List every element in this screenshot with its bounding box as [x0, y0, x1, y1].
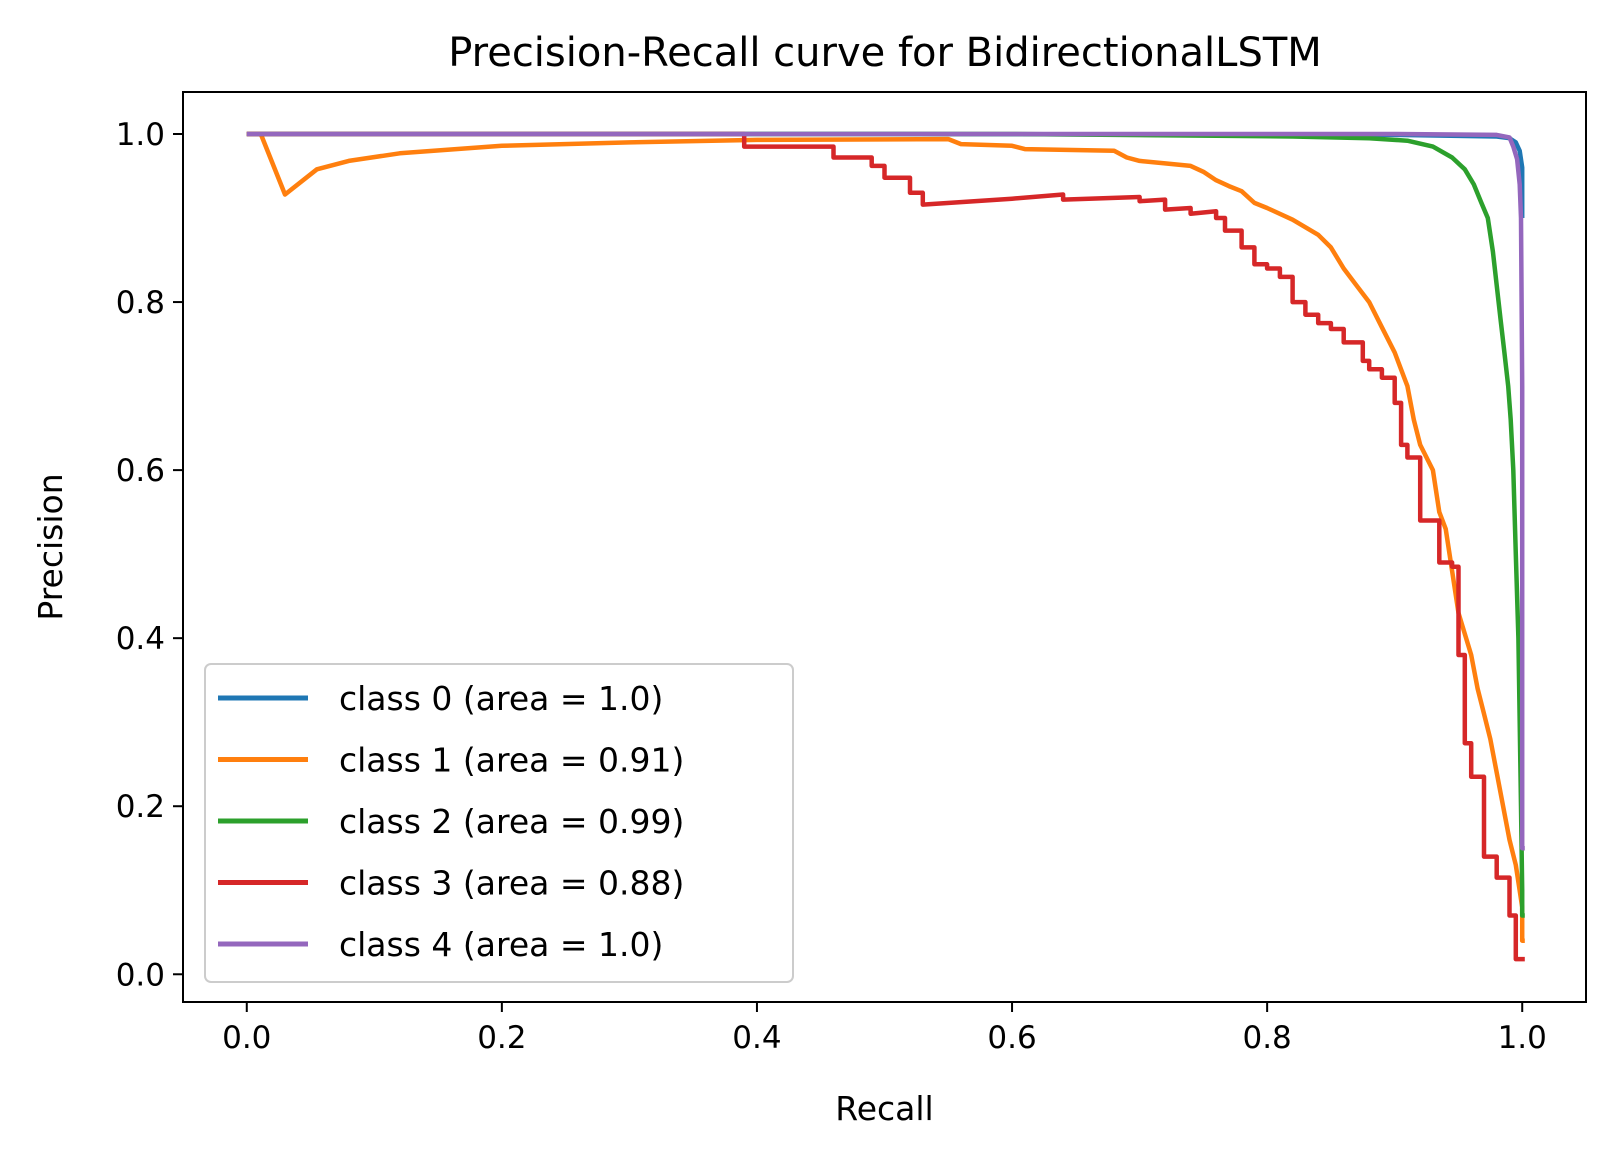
x-tick-label: 0.4 [732, 1020, 781, 1056]
y-tick-label: 0.0 [116, 957, 165, 993]
y-tick-label: 0.4 [116, 621, 165, 657]
x-axis-label: Recall [835, 1089, 933, 1128]
series-line-class-1 [246, 131, 1525, 943]
chart-title: Precision-Recall curve for Bidirectional… [448, 30, 1322, 76]
legend-label-class-2: class 2 (area = 0.99) [339, 802, 684, 841]
legend-label-class-3: class 3 (area = 0.88) [339, 864, 684, 903]
legend-label-class-0: class 0 (area = 1.0) [339, 679, 663, 718]
y-tick-label: 0.8 [116, 285, 165, 321]
series-line-class-3 [246, 131, 1525, 962]
x-tick-label: 0.2 [477, 1020, 526, 1056]
legend-box [204, 663, 794, 983]
y-tick-label: 1.0 [116, 117, 165, 153]
y-axis-label: Precision [31, 473, 70, 620]
legend-label-class-4: class 4 (area = 1.0) [339, 925, 663, 964]
x-tick-label: 1.0 [1498, 1020, 1547, 1056]
y-tick-label: 0.6 [116, 453, 165, 489]
x-tick-label: 0.6 [987, 1020, 1036, 1056]
legend: class 0 (area = 1.0) class 1 (area = 0.91… [204, 663, 794, 983]
series-line-class-2 [246, 131, 1525, 918]
legend-label-class-1: class 1 (area = 0.91) [339, 741, 684, 780]
x-tick-label: 0.8 [1242, 1020, 1291, 1056]
series-line-class-4 [246, 131, 1525, 851]
y-tick-label: 0.2 [116, 789, 165, 825]
plot-frame [182, 91, 1587, 1003]
x-tick-label: 0.0 [222, 1020, 271, 1056]
